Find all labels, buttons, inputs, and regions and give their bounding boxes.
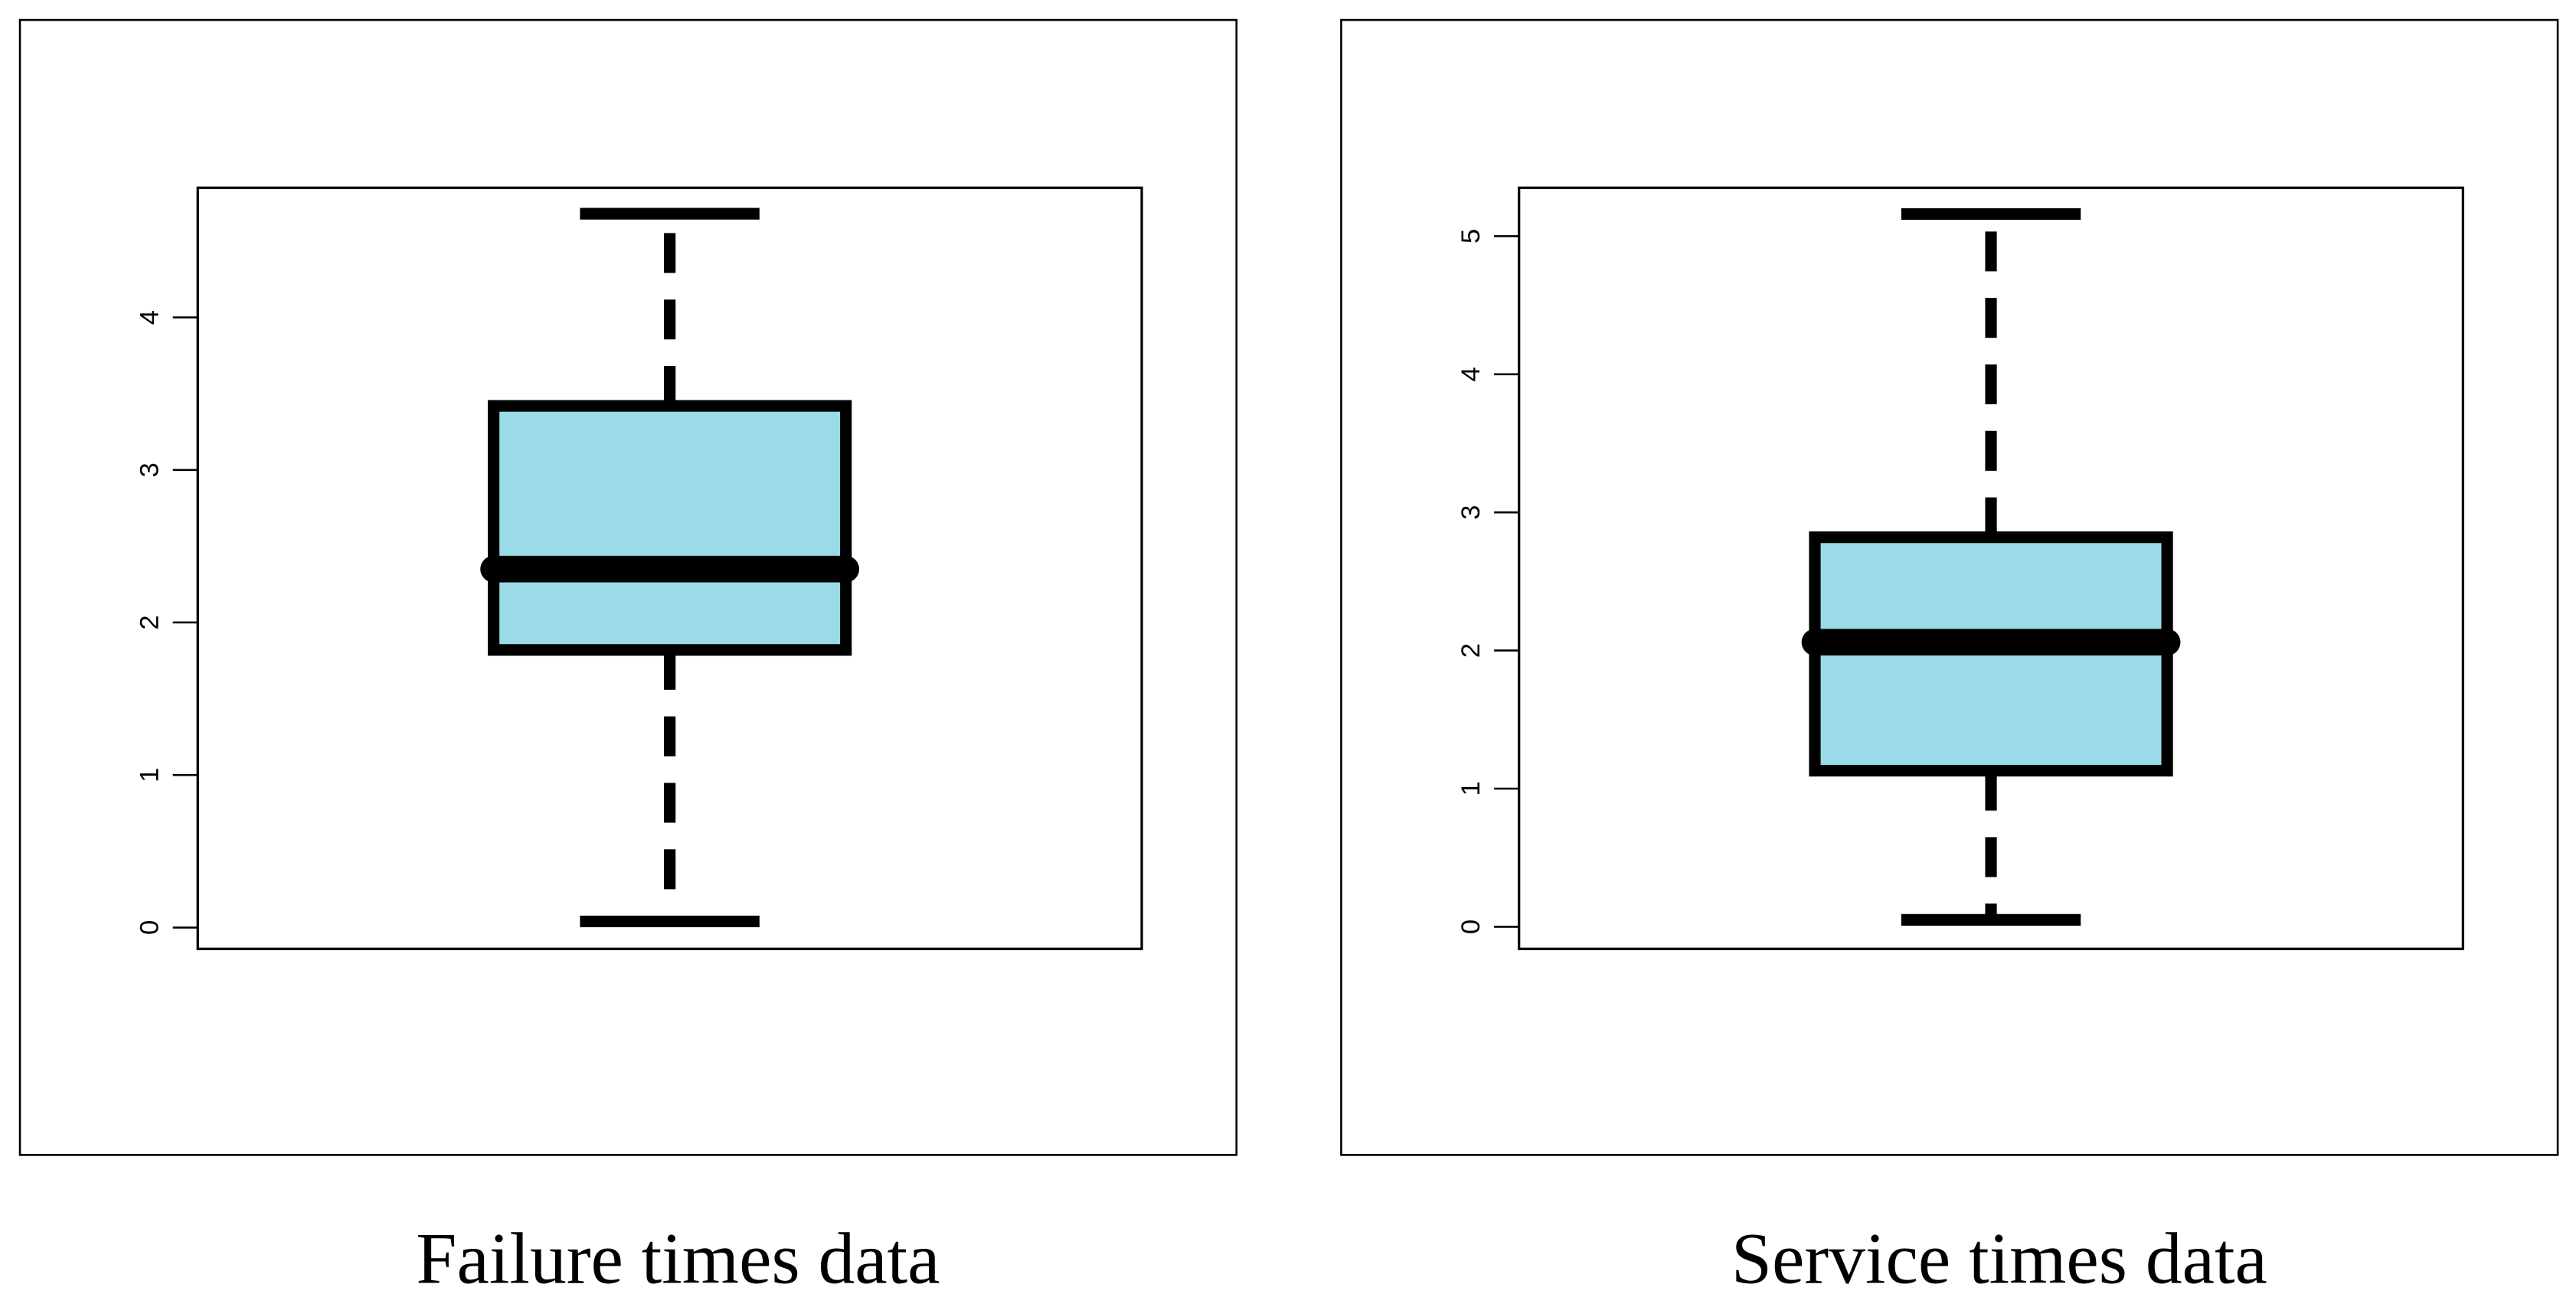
y-tick-label: 0 [136, 920, 165, 935]
box [487, 400, 852, 656]
panel-frame [18, 18, 1238, 1156]
y-tick-label: 2 [1456, 643, 1486, 658]
y-tick-label: 0 [1456, 920, 1486, 934]
y-tick-label: 3 [1456, 505, 1486, 520]
chart-title: Failure times data [416, 1218, 940, 1299]
y-tick-label: 4 [1456, 367, 1486, 381]
y-tick-label: 3 [136, 462, 165, 477]
y-tick-label: 5 [1456, 229, 1486, 243]
chart-title: Service times data [1731, 1218, 2267, 1299]
panel-frame [1340, 18, 2559, 1156]
y-tick-label: 2 [136, 615, 165, 629]
y-tick-label: 1 [136, 768, 165, 783]
y-tick-label: 1 [1456, 781, 1486, 796]
y-tick-label: 4 [136, 310, 165, 325]
